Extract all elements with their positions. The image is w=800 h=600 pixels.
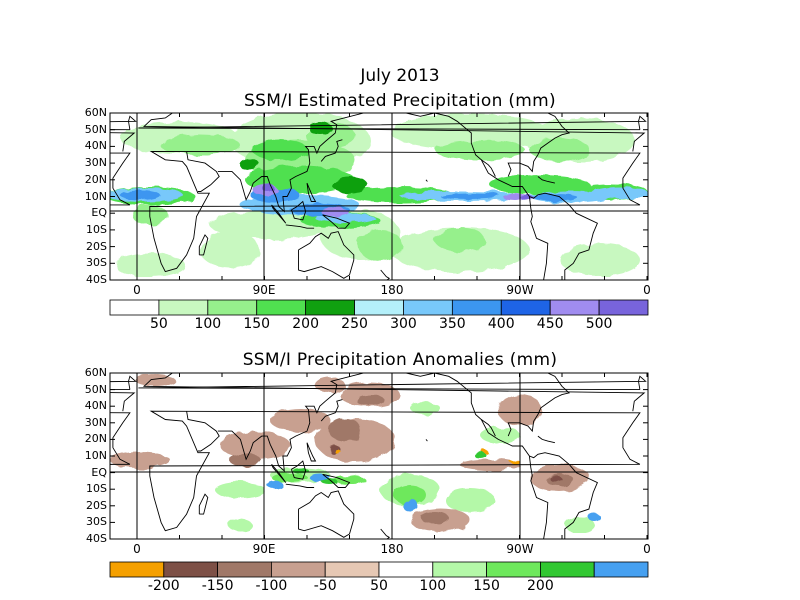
colorbar-label: 100: [194, 316, 222, 332]
lat-tick-label: 40N: [84, 399, 107, 413]
lat-tick-label: 40S: [86, 273, 107, 286]
lon-tick-label: 90W: [506, 283, 534, 297]
colorbar-label: 50: [370, 578, 388, 594]
coastlines: [110, 373, 647, 539]
anomaly-map-panel: [109, 372, 649, 540]
colorbar-swatch: [109, 561, 165, 578]
colorbar-label: -100: [255, 578, 288, 594]
colorbar-label: -200: [147, 578, 180, 594]
colorbar-swatch: [158, 299, 209, 316]
colorbar-label: -150: [201, 578, 234, 594]
lat-tick-label: 50N: [84, 122, 107, 136]
lon-tick-label: 0: [643, 283, 651, 297]
colorbar-label: -50: [313, 578, 337, 594]
lat-tick-label: 30N: [84, 415, 107, 429]
colorbar-label: 50: [149, 316, 168, 332]
colorbar-swatch: [270, 561, 326, 578]
precip-colorbar: [109, 299, 649, 316]
colorbar-label: 350: [438, 316, 466, 332]
colorbar-swatch: [324, 561, 380, 578]
colorbar-label: 150: [473, 578, 500, 594]
anomaly-colorbar: [109, 561, 649, 578]
lat-tick-label: 20S: [86, 239, 107, 253]
colorbar-swatch: [207, 299, 258, 316]
panel1-title: SSM/I Estimated Precipitation (mm): [244, 91, 556, 111]
colorbar-swatch: [432, 561, 487, 578]
colorbar-swatch: [163, 561, 219, 578]
colorbar-label: 100: [419, 578, 447, 594]
figure-title: July 2013: [360, 66, 440, 86]
lat-tick-label: 30N: [84, 156, 107, 170]
lat-tick-label: 50N: [84, 382, 107, 396]
lat-tick-label: 10S: [86, 222, 107, 236]
lon-tick-label: 90W: [506, 542, 534, 556]
lon-tick-label: 0: [133, 542, 141, 556]
lat-tick-label: 10S: [86, 482, 107, 496]
colorbar-swatch: [593, 561, 649, 578]
lon-tick-label: 180: [380, 542, 404, 556]
lat-tick-label: 40S: [86, 532, 107, 545]
lat-tick-label: 30S: [86, 256, 107, 270]
lat-tick-label: EQ: [91, 465, 107, 479]
colorbar-swatch: [486, 561, 541, 578]
lon-tick-label: 0: [643, 542, 651, 556]
colorbar-swatch: [598, 299, 649, 316]
colorbar-label: 400: [487, 316, 515, 332]
colorbar-swatch: [217, 561, 272, 578]
colorbar-label: 200: [527, 578, 554, 594]
lat-tick-label: 20N: [84, 432, 107, 446]
colorbar-label: 150: [243, 316, 271, 332]
lat-tick-label: 20S: [86, 498, 107, 512]
lat-tick-label: 40N: [84, 139, 107, 153]
lon-tick-label: 90E: [252, 283, 276, 297]
colorbar-label: 450: [536, 316, 564, 332]
colorbar-swatch: [549, 299, 600, 316]
colorbar-label: 500: [585, 316, 613, 332]
colorbar-swatch: [451, 299, 502, 316]
colorbar-swatch: [256, 299, 307, 316]
lat-tick-label: 30S: [86, 515, 107, 529]
lat-tick-label: 60N: [84, 366, 107, 379]
colorbar-label: 200: [292, 316, 319, 332]
colorbar-label: 250: [341, 316, 368, 332]
precip-map-panel: [109, 112, 649, 281]
lat-tick-label: EQ: [91, 206, 107, 220]
colorbar-swatch: [354, 299, 404, 316]
lat-tick-label: 10N: [84, 189, 107, 203]
colorbar-swatch: [540, 561, 595, 578]
lon-tick-label: 180: [380, 283, 404, 297]
lat-tick-label: 10N: [84, 449, 107, 462]
colorbar-swatch: [378, 561, 434, 578]
colorbar-swatch: [403, 299, 453, 316]
colorbar-label: 300: [390, 316, 417, 332]
lat-tick-label: 60N: [84, 106, 107, 119]
lat-tick-label: 20N: [84, 172, 107, 186]
colorbar-swatch: [305, 299, 355, 316]
colorbar-swatch: [109, 299, 160, 316]
lon-tick-label: 90E: [252, 542, 276, 556]
lon-tick-label: 0: [133, 283, 141, 297]
panel2-title: SSM/I Precipitation Anomalies (mm): [242, 350, 558, 370]
colorbar-swatch: [500, 299, 551, 316]
